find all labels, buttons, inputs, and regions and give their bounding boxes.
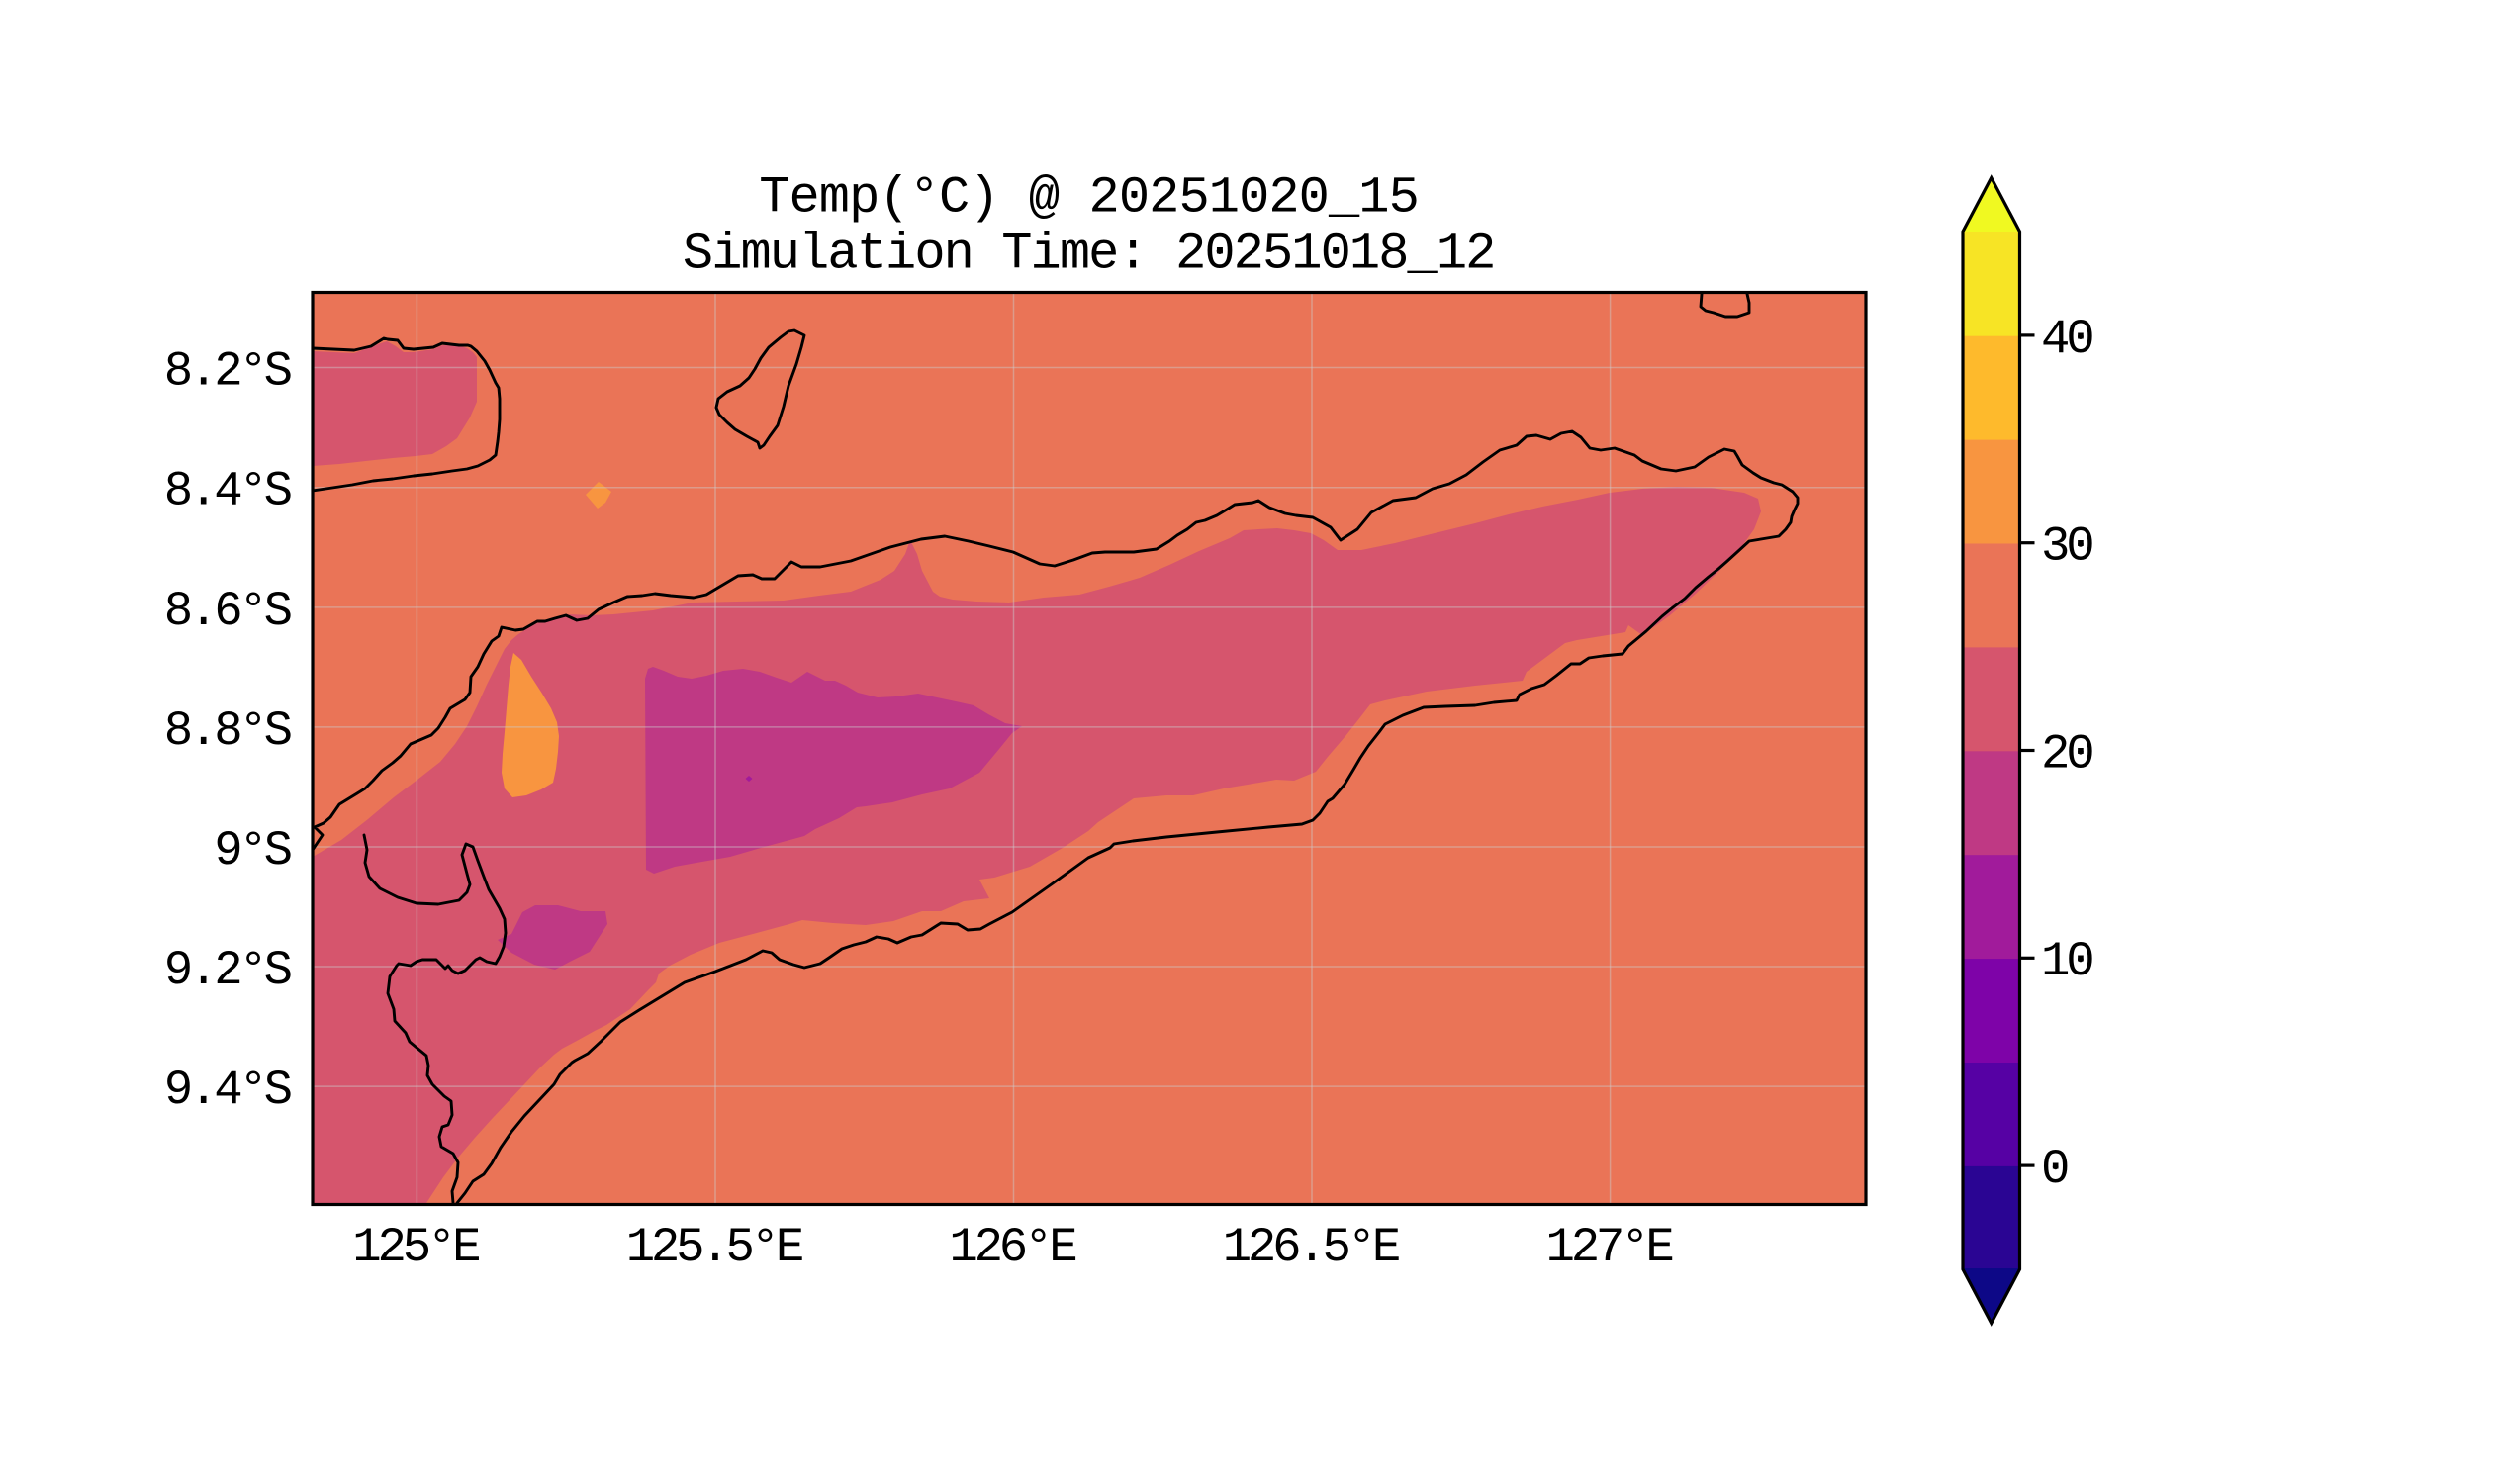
svg-text:40: 40 [2041,312,2092,367]
svg-text:9.2°S: 9.2°S [164,943,291,998]
svg-text:8.6°S: 8.6°S [164,584,291,639]
svg-text:126°E: 126°E [949,1220,1075,1275]
svg-text:10: 10 [2041,934,2092,989]
svg-text:8.8°S: 8.8°S [164,703,291,759]
svg-text:126.5°E: 126.5°E [1223,1220,1399,1275]
svg-text:20: 20 [2041,726,2092,782]
svg-text:Temp(°C) @ 20251020_15: Temp(°C) @ 20251020_15 [759,169,1419,228]
svg-text:0: 0 [2041,1142,2068,1197]
svg-text:9°S: 9°S [214,823,290,879]
svg-text:127°E: 127°E [1546,1220,1673,1275]
svg-text:9.4°S: 9.4°S [164,1063,291,1118]
svg-text:125.5°E: 125.5°E [626,1220,802,1275]
svg-text:125°E: 125°E [352,1220,479,1275]
svg-text:30: 30 [2041,519,2092,575]
svg-text:Simulation Time: 20251018_12: Simulation Time: 20251018_12 [683,226,1495,284]
svg-text:8.4°S: 8.4°S [164,464,291,519]
svg-text:8.2°S: 8.2°S [164,343,291,399]
